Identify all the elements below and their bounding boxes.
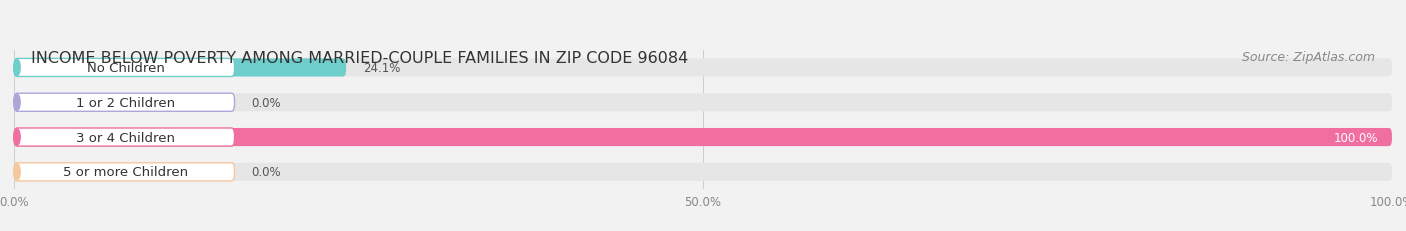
Text: 0.0%: 0.0% [252, 166, 281, 179]
FancyBboxPatch shape [14, 59, 235, 77]
FancyBboxPatch shape [14, 59, 1392, 77]
Circle shape [14, 164, 20, 180]
Circle shape [14, 95, 20, 111]
FancyBboxPatch shape [14, 94, 21, 112]
Text: 100.0%: 100.0% [1334, 131, 1378, 144]
FancyBboxPatch shape [14, 163, 1392, 181]
Circle shape [14, 60, 20, 76]
Text: 1 or 2 Children: 1 or 2 Children [76, 96, 176, 109]
FancyBboxPatch shape [14, 59, 346, 77]
Circle shape [14, 129, 20, 146]
Text: 0.0%: 0.0% [252, 96, 281, 109]
Text: 24.1%: 24.1% [363, 62, 401, 75]
FancyBboxPatch shape [14, 128, 235, 146]
FancyBboxPatch shape [14, 163, 235, 181]
Text: No Children: No Children [87, 62, 165, 75]
FancyBboxPatch shape [14, 94, 1392, 112]
FancyBboxPatch shape [14, 128, 1392, 146]
FancyBboxPatch shape [14, 94, 235, 112]
Text: INCOME BELOW POVERTY AMONG MARRIED-COUPLE FAMILIES IN ZIP CODE 96084: INCOME BELOW POVERTY AMONG MARRIED-COUPL… [31, 51, 688, 66]
Text: 3 or 4 Children: 3 or 4 Children [76, 131, 176, 144]
FancyBboxPatch shape [14, 128, 1392, 146]
Text: Source: ZipAtlas.com: Source: ZipAtlas.com [1243, 51, 1375, 64]
FancyBboxPatch shape [14, 163, 21, 181]
Text: 5 or more Children: 5 or more Children [63, 166, 188, 179]
